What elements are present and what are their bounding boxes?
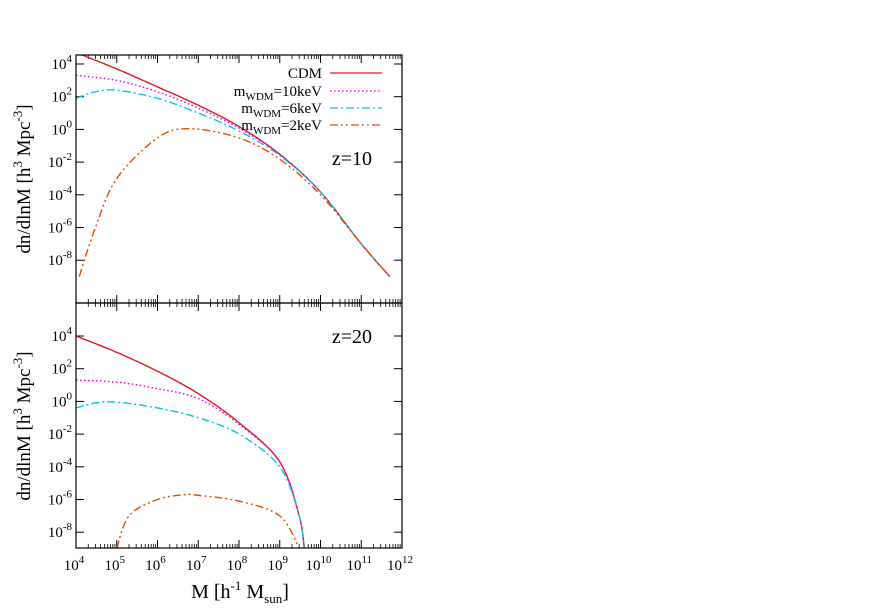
y-tick-label: 10-4 — [48, 456, 73, 476]
series-m-wdm-2kev-line — [78, 127, 391, 278]
x-tick-label: 106 — [145, 554, 166, 574]
panel-z10-curves — [76, 55, 391, 278]
legend: CDM mWDM=10keV mWDM=6keV mWDM=2keV — [234, 66, 382, 137]
y-tick-label: 10-6 — [48, 489, 73, 509]
y-tick-label: 102 — [52, 86, 73, 106]
panel-z10-y-axis-label: dn/dlnM [h3 Mpc-3] — [10, 104, 35, 253]
x-axis-label: M [h-1 Msun] — [191, 578, 289, 606]
panel-z10-annotation: z=10 — [332, 148, 372, 170]
panel-z20-annotation: z=20 — [332, 326, 372, 348]
series-m-wdm-6kev-line — [76, 89, 391, 278]
panel-z10: 104 102 100 10-2 10-4 10-6 10-8 z=10 CDM mWDM=… — [10, 53, 403, 304]
legend-entry-wdm6: mWDM=6keV — [241, 101, 382, 120]
panel-z10-y-tick-labels: 104 102 100 10-2 10-4 10-6 10-8 — [48, 53, 73, 269]
panel-z20-curves — [76, 335, 305, 548]
legend-label-wdm6: mWDM=6keV — [241, 101, 322, 120]
series-cdm-line — [80, 55, 391, 278]
y-tick-label: 10-2 — [48, 423, 72, 443]
legend-label-cdm: CDM — [288, 66, 322, 82]
series-m-wdm-6kev-line — [76, 401, 305, 548]
y-tick-label: 100 — [52, 390, 73, 410]
panel-z20-frame — [75, 302, 403, 549]
x-tick-label: 1012 — [387, 554, 413, 574]
x-tick-label: 1010 — [306, 554, 333, 574]
panel-z20-y-axis-label: dn/dlnM [h3 Mpc-3] — [10, 351, 35, 500]
y-tick-label: 10-2 — [48, 151, 72, 171]
y-tick-label: 102 — [52, 358, 73, 378]
x-tick-label: 105 — [105, 554, 126, 574]
y-tick-label: 100 — [52, 118, 73, 138]
legend-entry-cdm: CDM — [288, 66, 382, 82]
x-tick-label: 107 — [186, 554, 207, 574]
y-tick-label: 10-8 — [48, 249, 73, 269]
legend-entry-wdm2: mWDM=2keV — [241, 118, 382, 137]
y-tick-label: 10-6 — [48, 217, 73, 237]
x-tick-label: 108 — [227, 554, 248, 574]
series-m-wdm-10kev-line — [76, 379, 305, 548]
x-tick-label: 1011 — [346, 554, 372, 574]
x-tick-labels: 104 105 106 107 108 109 1010 1011 1012 — [64, 554, 413, 574]
x-tick-label: 104 — [64, 554, 85, 574]
series-cdm-line — [76, 335, 305, 548]
series-m-wdm-2kev-line — [116, 493, 300, 548]
series-m-wdm-10kev-line — [76, 74, 391, 278]
y-tick-label: 104 — [52, 53, 73, 73]
y-tick-label: 104 — [52, 325, 73, 345]
y-tick-label: 10-4 — [48, 184, 73, 204]
x-tick-label: 109 — [268, 554, 289, 574]
legend-label-wdm2: mWDM=2keV — [241, 118, 322, 137]
panel-z20-y-tick-labels: 104 102 100 10-2 10-4 10-6 10-8 — [48, 325, 73, 541]
legend-entry-wdm10: mWDM=10keV — [234, 84, 382, 103]
legend-label-wdm10: mWDM=10keV — [234, 84, 322, 103]
y-tick-label: 10-8 — [48, 521, 73, 541]
